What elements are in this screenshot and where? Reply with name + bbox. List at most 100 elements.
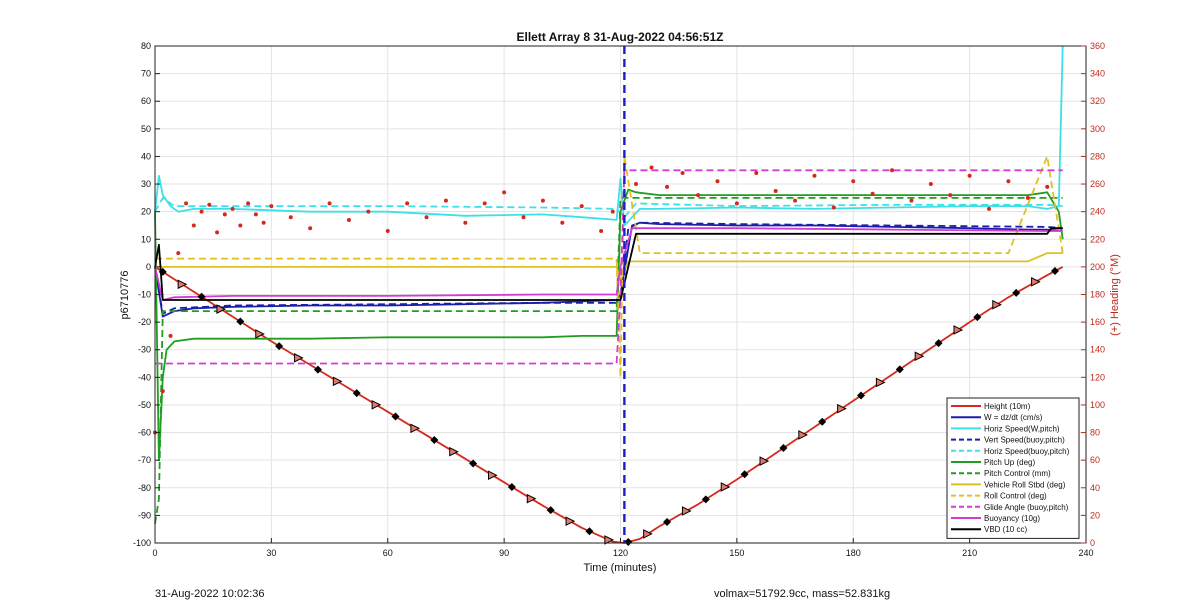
height-marker (294, 353, 304, 363)
heading-point (176, 251, 181, 256)
heading-point (238, 223, 243, 228)
height-marker (197, 292, 206, 301)
series-line-horiz-speed-w-pitch (154, 45, 1064, 227)
x-tick-label: 210 (962, 548, 977, 558)
heading-point (346, 217, 351, 222)
heading-point (696, 193, 701, 198)
y-right-tick-label: 320 (1090, 96, 1105, 106)
x-tick-label: 0 (152, 548, 157, 558)
heading-point (1025, 195, 1030, 200)
y-right-tick-label: 200 (1090, 262, 1105, 272)
series-line-vert-speed-buoy-pitch (154, 221, 1063, 315)
heading-point (610, 209, 615, 214)
heading-scatter-layer (153, 165, 1050, 435)
height-marker (1031, 276, 1041, 287)
height-marker (720, 482, 731, 492)
heading-point (680, 171, 685, 176)
heading-point (773, 188, 778, 193)
heading-point (168, 333, 173, 338)
y-right-tick-label: 60 (1090, 455, 1100, 465)
y-right-tick-label: 80 (1090, 428, 1100, 438)
y-right-tick-label: 40 (1090, 483, 1100, 493)
y-tick-label: -90 (138, 510, 151, 520)
heading-point (288, 215, 293, 220)
heading-point (184, 201, 189, 206)
heading-point (599, 228, 604, 233)
y-right-tick-label: 280 (1090, 151, 1105, 161)
height-marker (216, 304, 227, 314)
height-marker (546, 506, 555, 515)
height-marker (371, 399, 382, 410)
y-tick-label: 10 (141, 234, 151, 244)
height-marker (332, 376, 343, 387)
height-marker (487, 470, 498, 481)
height-marker (275, 342, 284, 351)
height-marker (895, 365, 904, 374)
x-tick-label: 60 (383, 548, 393, 558)
y-tick-label: 60 (141, 96, 151, 106)
y-axis-right: 0 20 40 60 80 100 120 140 160 180 200 220 240 260 280 3… (1081, 41, 1105, 548)
x-axis: 0 30 60 90 120 150 180 210 240 (152, 538, 1094, 558)
legend-label: Horiz Speed(buoy,pitch) (984, 447, 1070, 456)
x-tick-label: 120 (613, 548, 628, 558)
height-marker (818, 417, 827, 426)
height-marker (410, 423, 421, 434)
y-axis-right-label: (+) Heading (°M) (1109, 254, 1121, 336)
height-marker (992, 299, 1002, 310)
height-marker (759, 456, 770, 466)
y-tick-label: 30 (141, 179, 151, 189)
y-right-tick-label: 260 (1090, 179, 1105, 189)
x-tick-label: 150 (729, 548, 744, 558)
y-tick-label: 50 (141, 124, 151, 134)
legend: Height (10m) W = dz/dt (cm/s) Horiz Speed(… (946, 397, 1080, 539)
height-marker (449, 446, 459, 457)
heading-point (482, 201, 487, 206)
y-right-tick-label: 20 (1090, 510, 1100, 520)
heading-point (463, 220, 468, 225)
heading-point (948, 193, 953, 198)
y-right-tick-label: 240 (1090, 207, 1105, 217)
height-marker (857, 391, 866, 400)
x-tick-label: 180 (846, 548, 861, 558)
legend-label: Pitch Up (deg) (984, 458, 1035, 467)
heading-point (502, 190, 507, 195)
heading-point (812, 173, 817, 178)
height-marker (352, 389, 361, 398)
y-right-tick-label: 180 (1090, 290, 1105, 300)
y-tick-label: -60 (138, 428, 151, 438)
height-marker (585, 527, 594, 536)
height-marker (526, 493, 537, 504)
y-tick-label: 20 (141, 207, 151, 217)
x-tick-label: 90 (499, 548, 509, 558)
height-marker (934, 339, 943, 348)
y-axis-left: -100-90-80-70-60-50-40-30-20-10010203040… (133, 41, 160, 548)
y-tick-label: -20 (138, 317, 151, 327)
heading-point (215, 230, 220, 235)
heading-point (405, 201, 410, 206)
height-marker (663, 518, 672, 527)
heading-point (967, 173, 972, 178)
heading-point (928, 182, 933, 187)
series-line-roll-control-deg (155, 155, 1064, 379)
height-marker (973, 313, 982, 322)
y-right-tick-label: 0 (1090, 538, 1095, 548)
series-line-glide-angle-buoy-pitch (155, 169, 1063, 365)
heading-point (715, 179, 720, 184)
x-tick-label: 240 (1078, 548, 1093, 558)
heading-point (831, 205, 836, 210)
height-marker (255, 329, 265, 339)
legend-label: Buoyancy (10g) (984, 514, 1040, 523)
heading-point (734, 201, 739, 206)
y-right-tick-label: 140 (1090, 345, 1105, 355)
series-line-buoyancy-10g (154, 227, 1063, 301)
heading-point (1045, 184, 1050, 189)
legend-label: Pitch Control (mm) (984, 469, 1051, 478)
y-tick-label: 70 (141, 69, 151, 79)
legend-label: Horiz Speed(W,pitch) (984, 424, 1060, 433)
height-marker (953, 325, 964, 335)
heading-point (870, 191, 875, 196)
chart-title: Ellett Array 8 31-Aug-2022 04:56:51Z (517, 30, 724, 44)
y-right-tick-label: 160 (1090, 317, 1105, 327)
footer-volmax-mass: volmax=51792.9cc, mass=52.831kg (714, 588, 891, 600)
heading-point (754, 171, 759, 176)
